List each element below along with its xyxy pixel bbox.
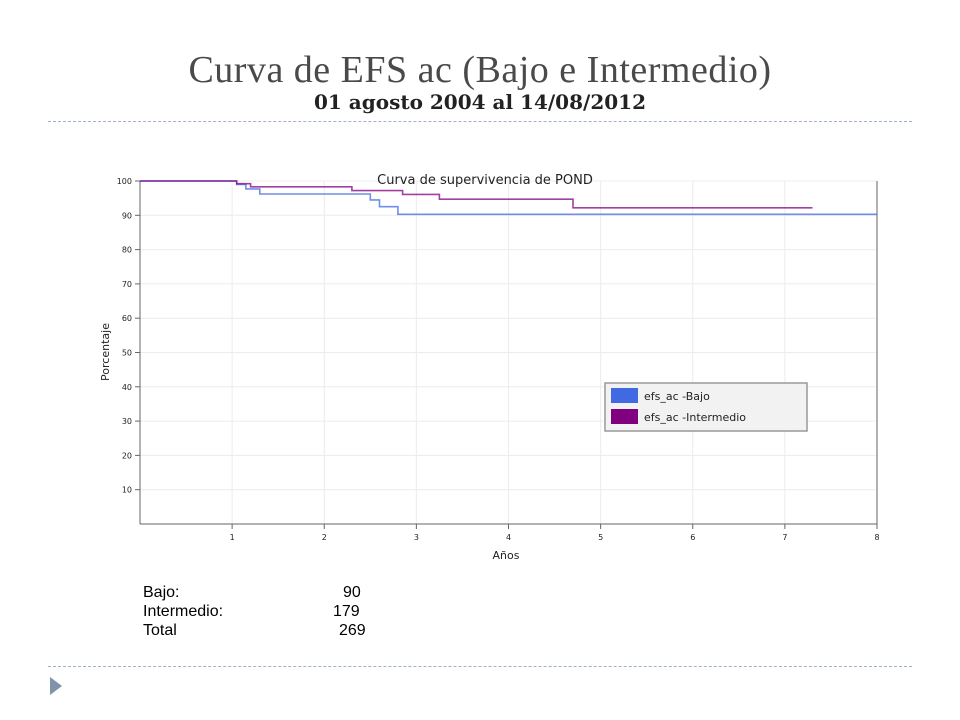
count-value: 269 xyxy=(339,622,366,639)
chart-legend: efs_ac -Bajo efs_ac -Intermedio xyxy=(604,382,808,432)
y-tick-label: 10 xyxy=(122,486,132,495)
count-row-bajo: Bajo: 90 xyxy=(143,584,403,603)
x-tick-label: 5 xyxy=(598,533,603,542)
y-tick-label: 40 xyxy=(122,383,132,392)
legend-swatch xyxy=(611,388,638,403)
chart-grid xyxy=(140,180,878,524)
y-tick-label: 100 xyxy=(117,177,132,186)
bullet-arrow-icon xyxy=(50,677,62,695)
legend-box xyxy=(604,382,808,432)
count-row-intermedio: Intermedio: 179 xyxy=(143,603,403,622)
y-axis-label: Porcentaje xyxy=(99,323,112,381)
x-tick-label: 1 xyxy=(230,533,235,542)
legend-swatch xyxy=(611,409,638,424)
top-divider xyxy=(48,121,912,122)
y-tick-label: 30 xyxy=(122,417,132,426)
slide-title: Curva de EFS ac (Bajo e Intermedio) xyxy=(188,49,772,91)
y-tick-label: 90 xyxy=(122,211,132,220)
chart-title: Curva de supervivencia de POND xyxy=(377,173,593,188)
x-tick-label: 6 xyxy=(690,533,695,542)
y-tick-label: 80 xyxy=(122,246,132,255)
series-line-intermedio xyxy=(140,180,813,209)
count-label: Total xyxy=(143,622,177,639)
x-axis-label: Años xyxy=(493,549,520,562)
y-tick-label: 50 xyxy=(122,349,132,358)
bottom-divider xyxy=(48,666,912,667)
count-value: 90 xyxy=(343,584,361,601)
chart-ticks: 10 20 30 40 50 60 70 80 90 100 1 2 3 4 5 6 7 8 xyxy=(117,177,880,542)
legend-label: efs_ac -Intermedio xyxy=(644,411,746,424)
count-label: Bajo: xyxy=(143,584,180,601)
count-value: 179 xyxy=(333,603,360,620)
x-tick-label: 8 xyxy=(874,533,879,542)
x-tick-label: 3 xyxy=(414,533,419,542)
x-tick-label: 2 xyxy=(322,533,327,542)
slide-subtitle: 01 agosto 2004 al 14/08/2012 xyxy=(314,90,646,114)
chart-series xyxy=(140,180,877,216)
count-label: Intermedio: xyxy=(143,603,224,620)
y-tick-label: 70 xyxy=(122,280,132,289)
sample-counts: Bajo: 90 Intermedio: 179 Total 269 xyxy=(143,584,403,641)
survival-chart: Curva de supervivencia de POND Años Porc… xyxy=(99,173,880,562)
x-tick-label: 7 xyxy=(782,533,787,542)
count-row-total: Total 269 xyxy=(143,622,403,641)
y-tick-label: 60 xyxy=(122,314,132,323)
y-tick-label: 20 xyxy=(122,451,132,460)
legend-label: efs_ac -Bajo xyxy=(644,390,710,403)
x-tick-label: 4 xyxy=(506,533,511,542)
